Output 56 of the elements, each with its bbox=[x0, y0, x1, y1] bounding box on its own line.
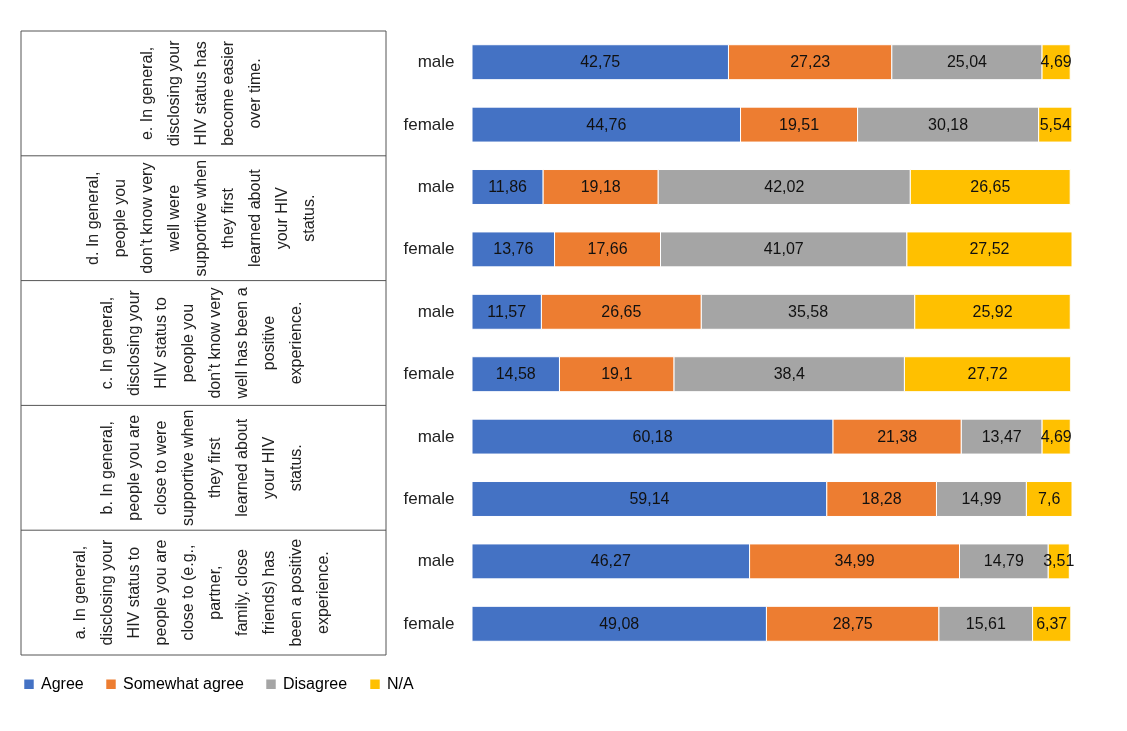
y-tick-label: male bbox=[417, 177, 455, 196]
data-label: 17,66 bbox=[587, 240, 628, 258]
data-label: 42,02 bbox=[764, 178, 805, 195]
y-tick-label: male bbox=[417, 301, 455, 321]
data-label: 21,38 bbox=[877, 427, 918, 445]
data-label: 5,54 bbox=[1039, 115, 1071, 133]
data-label: 44,76 bbox=[586, 115, 627, 133]
data-label: 14,79 bbox=[983, 552, 1024, 570]
data-label: 26,65 bbox=[601, 302, 642, 320]
legend-label: Disagree bbox=[283, 675, 348, 693]
data-label: 25,92 bbox=[972, 302, 1013, 320]
data-label: 6,37 bbox=[1036, 614, 1068, 632]
text: b. In general, people you are close to were supportive when they first learned about your HIV status. bbox=[97, 409, 304, 527]
data-label: 35,58 bbox=[788, 302, 829, 320]
text: c. In general, disclosing your HIV status to people you don’t know very well has been a positive experience. bbox=[97, 287, 304, 400]
data-label: 42,75 bbox=[580, 53, 621, 71]
data-label: 26,65 bbox=[970, 178, 1011, 195]
data-label: 15,61 bbox=[965, 614, 1006, 632]
data-label: 41,07 bbox=[763, 240, 804, 258]
data-label: 14,58 bbox=[495, 365, 536, 383]
text: d. In general, people you don’t know very well were supportive when they first learned about your HIV status. bbox=[84, 159, 317, 277]
data-label: 11,86 bbox=[488, 178, 528, 195]
legend-label: Agree bbox=[41, 675, 84, 693]
data-label: 59,14 bbox=[629, 490, 670, 507]
data-label: 19,18 bbox=[580, 178, 621, 195]
data-label: 60,18 bbox=[632, 427, 673, 445]
data-label: 25,04 bbox=[946, 53, 988, 71]
y-tick-label: male bbox=[417, 426, 455, 446]
legend-label: N/A bbox=[387, 675, 414, 693]
y-tick-label: male bbox=[417, 52, 455, 72]
text: a. In general, disclosing your HIV status to people you are close to (e.g., partner, family, close friends) has been a positive experience. bbox=[70, 538, 331, 647]
data-label: 30,18 bbox=[928, 115, 969, 133]
data-label: 49,08 bbox=[599, 614, 640, 632]
data-label: 38,4 bbox=[773, 365, 805, 383]
data-label: 28,75 bbox=[832, 614, 873, 632]
data-label: 13,47 bbox=[981, 427, 1022, 445]
y-tick-label: female bbox=[403, 489, 455, 508]
y-tick-label: female bbox=[403, 613, 455, 633]
y-tick-label: female bbox=[403, 114, 455, 134]
data-label: 14,99 bbox=[961, 490, 1002, 507]
data-label: 27,52 bbox=[969, 240, 1010, 258]
text: e. In general, disclosing your HIV status has become easier over time. bbox=[138, 39, 263, 147]
data-label: 18,28 bbox=[861, 490, 902, 507]
data-label: 11,57 bbox=[487, 302, 527, 320]
data-label: 19,1 bbox=[601, 365, 633, 383]
data-label: 19,51 bbox=[779, 115, 820, 133]
data-label: 27,72 bbox=[967, 365, 1008, 383]
y-tick-label: male bbox=[417, 551, 455, 571]
data-label: 27,23 bbox=[790, 53, 831, 71]
data-label: 13,76 bbox=[493, 240, 534, 258]
y-tick-label: female bbox=[403, 364, 455, 384]
legend-label: Somewhat agree bbox=[123, 675, 245, 693]
y-tick-label: female bbox=[403, 239, 455, 259]
data-label: 46,27 bbox=[590, 552, 631, 570]
data-label: 7,6 bbox=[1038, 490, 1061, 507]
data-label: 34,99 bbox=[834, 552, 875, 570]
